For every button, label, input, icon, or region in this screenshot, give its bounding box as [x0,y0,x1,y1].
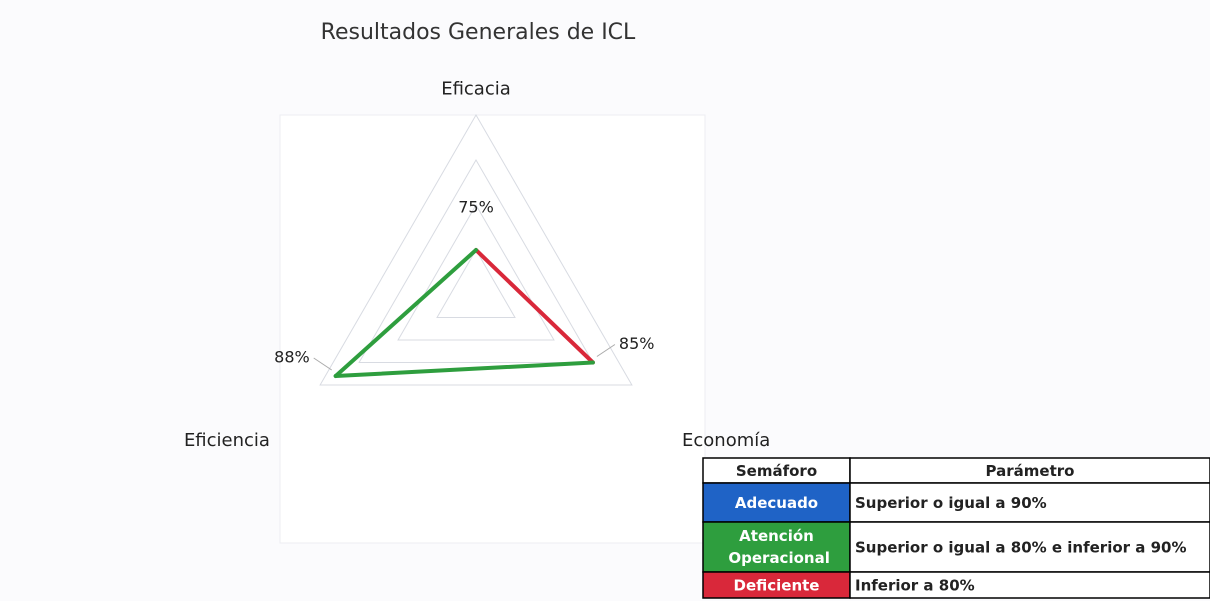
axis-label: Eficacia [441,78,511,99]
grid-ring [358,159,594,363]
radar-edge [333,360,595,378]
chart-title: Resultados Generales de ICL [321,20,636,45]
parameter-cell [849,571,1210,599]
radar-edge [474,248,595,365]
status-text: Adecuado [735,494,818,512]
status-cell [702,521,851,573]
grid-ring [436,248,516,318]
radar-edge [333,248,478,378]
value-label: 75% [458,198,494,217]
leader-line [313,357,332,371]
status-cell [702,571,851,599]
value-label: 88% [274,348,310,367]
status-text: Deficiente [734,577,820,595]
parameter-cell [849,482,1210,523]
leader-line [596,344,616,357]
value-label: 85% [619,334,655,353]
grid-ring [319,114,633,386]
table-header-text: Semáforo [736,462,817,480]
grid-ring [397,203,555,341]
parameter-text: Superior o igual a 90% [855,494,1047,512]
status-text: Atención Operacional [723,527,830,567]
axis-label: Eficiencia [184,430,270,451]
plot-area [279,114,706,544]
table-header-cell [702,457,851,484]
axis-label: Economía [682,430,770,451]
parameter-text: Inferior a 80% [855,577,975,595]
table-header-text: Parámetro [986,462,1075,480]
parameter-text: Superior o igual a 80% e inferior a 90% [855,539,1187,557]
parameter-cell [849,521,1210,573]
